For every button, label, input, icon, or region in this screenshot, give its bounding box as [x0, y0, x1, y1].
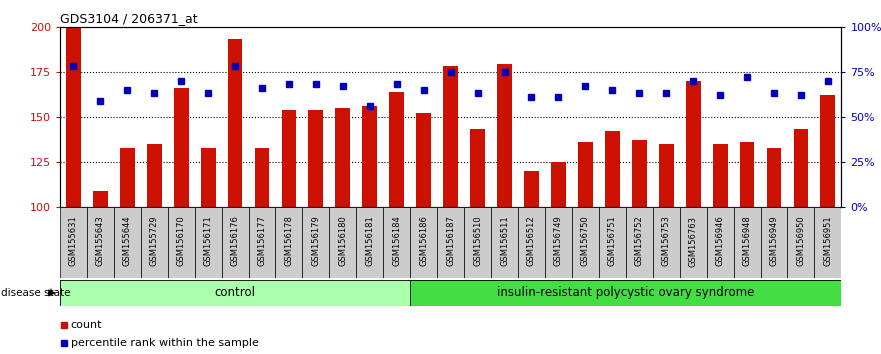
Bar [788, 207, 814, 278]
Bar [794, 130, 809, 207]
Text: GSM156946: GSM156946 [715, 216, 724, 266]
Bar [659, 144, 674, 207]
Bar [685, 81, 700, 207]
Bar [740, 142, 754, 207]
Bar [626, 207, 653, 278]
Bar [470, 130, 485, 207]
Bar [653, 207, 679, 278]
Bar [114, 207, 141, 278]
Text: GSM156749: GSM156749 [554, 216, 563, 266]
Bar [308, 110, 323, 207]
Text: GSM156751: GSM156751 [608, 216, 617, 266]
Text: GSM156950: GSM156950 [796, 216, 805, 266]
Bar [437, 207, 464, 278]
Bar [443, 66, 458, 207]
Bar [222, 207, 248, 278]
Bar [551, 162, 566, 207]
Bar [93, 191, 107, 207]
Text: GSM156179: GSM156179 [311, 216, 321, 266]
Bar [120, 148, 135, 207]
Text: GSM156176: GSM156176 [231, 216, 240, 267]
Text: GSM156178: GSM156178 [285, 216, 293, 267]
Bar [599, 207, 626, 278]
Bar [141, 207, 167, 278]
Text: GSM156948: GSM156948 [743, 216, 751, 266]
Bar [766, 148, 781, 207]
Bar [174, 88, 189, 207]
Bar [464, 207, 491, 278]
Text: percentile rank within the sample: percentile rank within the sample [70, 338, 258, 348]
Bar [356, 207, 383, 278]
Bar [147, 144, 161, 207]
Text: GSM156180: GSM156180 [338, 216, 347, 266]
Text: GSM156753: GSM156753 [662, 216, 670, 267]
Text: GSM156750: GSM156750 [581, 216, 590, 266]
Bar [545, 207, 572, 278]
Bar [578, 142, 593, 207]
Text: insulin-resistant polycystic ovary syndrome: insulin-resistant polycystic ovary syndr… [497, 286, 754, 299]
Text: count: count [70, 320, 102, 330]
Bar [329, 207, 356, 278]
Text: GSM156510: GSM156510 [473, 216, 482, 266]
Text: GSM156949: GSM156949 [769, 216, 779, 266]
Text: GSM156752: GSM156752 [634, 216, 644, 266]
Bar [497, 64, 512, 207]
Text: GSM156512: GSM156512 [527, 216, 536, 266]
Bar [411, 280, 841, 306]
Bar [383, 207, 411, 278]
Text: GSM155644: GSM155644 [122, 216, 132, 266]
Text: GSM155631: GSM155631 [69, 216, 78, 266]
Text: GSM156763: GSM156763 [689, 216, 698, 267]
Text: GSM156951: GSM156951 [824, 216, 833, 266]
Bar [518, 207, 545, 278]
Bar [60, 280, 411, 306]
Bar [362, 106, 377, 207]
Bar [632, 140, 647, 207]
Bar [760, 207, 788, 278]
Bar [707, 207, 734, 278]
Bar [66, 27, 81, 207]
Bar [814, 207, 841, 278]
Text: GDS3104 / 206371_at: GDS3104 / 206371_at [60, 12, 197, 25]
Text: GSM156187: GSM156187 [446, 216, 455, 267]
Bar [255, 148, 270, 207]
Text: GSM156511: GSM156511 [500, 216, 509, 266]
Text: GSM156177: GSM156177 [257, 216, 267, 267]
Bar [524, 171, 539, 207]
Bar [713, 144, 728, 207]
Bar [227, 39, 242, 207]
Bar [572, 207, 599, 278]
Bar [276, 207, 302, 278]
Text: GSM156171: GSM156171 [204, 216, 212, 266]
Text: GSM156170: GSM156170 [177, 216, 186, 266]
Bar [820, 95, 835, 207]
Bar [87, 207, 114, 278]
Bar [734, 207, 760, 278]
Bar [491, 207, 518, 278]
Bar [195, 207, 222, 278]
Text: GSM155729: GSM155729 [150, 216, 159, 266]
Bar [389, 92, 404, 207]
Bar [302, 207, 329, 278]
Bar [605, 131, 619, 207]
Bar [336, 108, 351, 207]
Text: disease state: disease state [1, 288, 70, 298]
Text: GSM155643: GSM155643 [96, 216, 105, 266]
Text: control: control [215, 286, 255, 299]
Bar [60, 207, 87, 278]
Text: GSM156184: GSM156184 [392, 216, 401, 266]
Bar [282, 110, 296, 207]
Bar [248, 207, 276, 278]
Text: GSM156186: GSM156186 [419, 216, 428, 267]
Bar [411, 207, 437, 278]
Bar [679, 207, 707, 278]
Bar [417, 113, 431, 207]
Bar [201, 148, 216, 207]
Text: GSM156181: GSM156181 [366, 216, 374, 266]
Bar [167, 207, 195, 278]
